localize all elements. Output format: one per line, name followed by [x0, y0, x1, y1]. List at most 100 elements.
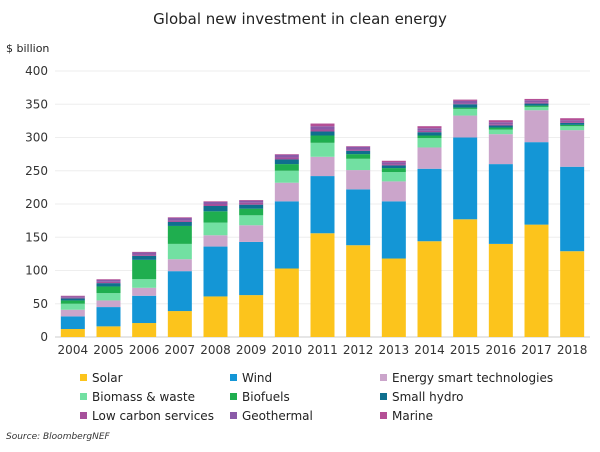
bar-segment-solar [132, 323, 157, 337]
bar-segment-biomass-waste [132, 279, 157, 288]
bar-segment-biomass-waste [453, 108, 478, 116]
bar-segment-marine [417, 126, 442, 129]
bar-segment-biofuels [488, 127, 513, 130]
x-tick-label: 2004 [58, 343, 89, 357]
legend-label: Low carbon services [92, 408, 214, 423]
bar-segment-marine [346, 146, 371, 147]
bar-segment-energy-smart-technologies [310, 156, 335, 177]
y-tick-label: 50 [33, 297, 48, 311]
bar-segment-biofuels [524, 105, 549, 107]
y-tick-label: 0 [40, 330, 48, 344]
plot-area: 0 50 100 150 200 250 300 350 400 2004 2005 2006 2007… [25, 64, 590, 357]
bar-segment-energy-smart-technologies [239, 225, 264, 242]
bar-segment-geothermal [310, 126, 335, 130]
bar-segment-biofuels [346, 154, 371, 159]
x-tick-label: 2018 [557, 343, 588, 357]
y-tick-label: 200 [25, 197, 48, 211]
bar-segment-geothermal [60, 296, 85, 298]
bar-segment-energy-smart-technologies [346, 170, 371, 190]
legend-swatch [230, 412, 237, 419]
bar-segment-solar [310, 233, 335, 337]
bar-segment-biomass-waste [346, 158, 371, 171]
x-tick-label: 2010 [272, 343, 303, 357]
bar-segment-solar [417, 241, 442, 337]
x-tick-label: 2009 [236, 343, 267, 357]
bar-segment-biomass-waste [167, 243, 192, 260]
bar-segment-energy-smart-technologies [560, 130, 585, 167]
x-tick-label: 2013 [379, 343, 410, 357]
bar-segment-biofuels [203, 211, 228, 223]
x-tick-label: 2012 [343, 343, 374, 357]
bar-segment-biomass-waste [381, 172, 406, 182]
bar-segment-energy-smart-technologies [203, 235, 228, 247]
bar-segment-solar [167, 311, 192, 337]
legend-swatch [380, 374, 387, 381]
bar-segment-energy-smart-technologies [167, 259, 192, 272]
bar-segment-biofuels [310, 135, 335, 143]
y-axis-label: $ billion [6, 42, 50, 55]
legend-swatch [230, 393, 237, 400]
legend-label: Wind [242, 370, 273, 385]
bar-segment-geothermal [96, 279, 121, 282]
bar-segment-biomass-waste [239, 215, 264, 226]
bar-segment-small-hydro [239, 204, 264, 209]
bar-segment-biofuels [274, 164, 299, 171]
legend-swatch [380, 412, 387, 419]
x-tick-label: 2005 [93, 343, 124, 357]
bar-segment-low-carbon-services [488, 124, 513, 126]
bar-segment-small-hydro [274, 159, 299, 165]
bar-segment-low-carbon-services [310, 129, 335, 132]
bar-segment-small-hydro [346, 150, 371, 155]
legend-item: Wind [230, 369, 380, 386]
legend-item: Biofuels [230, 388, 380, 405]
bar-segment-wind [167, 271, 192, 312]
bar-segment-biomass-waste [60, 303, 85, 310]
bar-segment-solar [274, 268, 299, 337]
bar-segment-marine [453, 99, 478, 101]
x-tick-label: 2014 [414, 343, 445, 357]
y-tick-label: 350 [25, 97, 48, 111]
chart-title: Global new investment in clean energy [153, 10, 447, 28]
bar-segment-wind [96, 307, 121, 327]
bar-segment-low-carbon-services [60, 297, 85, 299]
legend-label: Small hydro [392, 389, 464, 404]
bar-segment-marine [274, 154, 299, 155]
bar-segment-biofuels [560, 124, 585, 127]
bar-segment-geothermal [132, 252, 157, 255]
bar-segment-marine [60, 295, 85, 297]
bar-segment-marine [132, 251, 157, 253]
bar-segment-small-hydro [560, 122, 585, 125]
x-tick-label: 2011 [307, 343, 338, 357]
bar-segment-marine [167, 217, 192, 218]
bar-segment-energy-smart-technologies [381, 181, 406, 202]
legend: Solar Wind Energy smart technologies Biomas… [80, 369, 580, 424]
bar-segment-marine [96, 279, 121, 280]
bar-segment-marine [560, 118, 585, 121]
bar-segment-low-carbon-services [203, 204, 228, 206]
bar-segment-wind [381, 201, 406, 259]
y-tick-label: 100 [25, 264, 48, 278]
bar-segment-marine [488, 120, 513, 123]
bar-segment-biofuels [167, 225, 192, 244]
bar-segment-geothermal [524, 100, 549, 103]
bar-segment-wind [488, 164, 513, 244]
bar-segment-low-carbon-services [96, 281, 121, 284]
legend-item: Solar [80, 369, 230, 386]
bar-segment-low-carbon-services [381, 164, 406, 166]
bar-segment-small-hydro [167, 221, 192, 226]
bar-segment-marine [381, 160, 406, 163]
bar-segment-small-hydro [381, 165, 406, 169]
legend-label: Biofuels [242, 389, 290, 404]
bar-segment-geothermal [346, 146, 371, 150]
bar-segment-low-carbon-services [346, 149, 371, 151]
bar-segment-biofuels [239, 208, 264, 216]
bar-segment-small-hydro [310, 131, 335, 136]
bar-segment-wind [60, 316, 85, 330]
bar-segment-small-hydro [132, 255, 157, 260]
bar-segment-energy-smart-technologies [453, 115, 478, 138]
bar-segment-biomass-waste [417, 138, 442, 148]
bar-segment-energy-smart-technologies [96, 300, 121, 308]
bar-segment-geothermal [417, 128, 442, 131]
bar-segment-energy-smart-technologies [488, 134, 513, 165]
bar-segment-low-carbon-services [524, 102, 549, 104]
